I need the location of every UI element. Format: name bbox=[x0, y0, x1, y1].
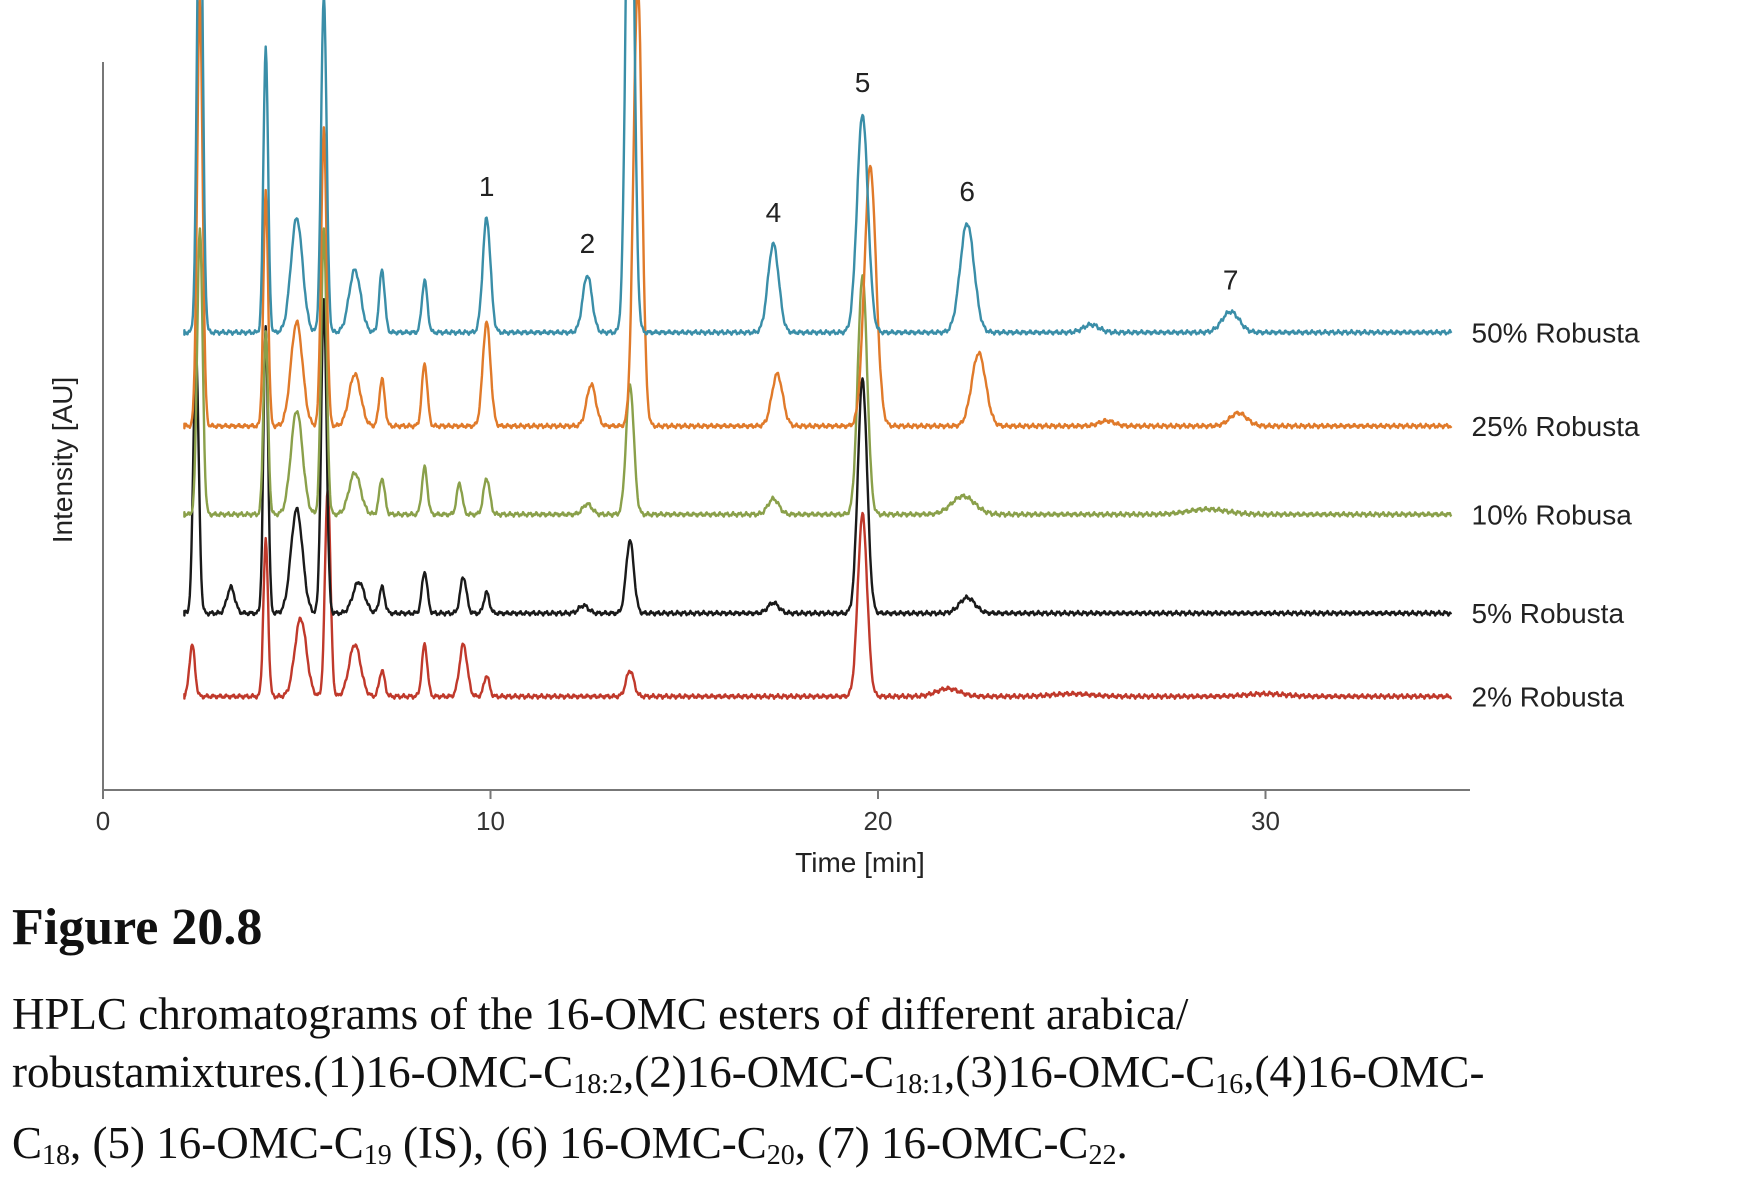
caption-subscript: 16 bbox=[1215, 1069, 1244, 1100]
caption-text: , (5) 16-OMC-C bbox=[70, 1118, 364, 1168]
caption-text: C bbox=[12, 1118, 43, 1168]
caption-subscript: 19 bbox=[363, 1140, 392, 1171]
trace-25-robusta bbox=[183, 0, 1453, 430]
trace-label: 5% Robusta bbox=[1472, 598, 1625, 629]
peak-label: 7 bbox=[1223, 265, 1239, 296]
x-tick-label: 20 bbox=[864, 806, 893, 836]
caption-text: (IS), (6) 16-OMC-C bbox=[391, 1118, 767, 1168]
trace-10-robusa bbox=[183, 227, 1453, 518]
caption-text: , (7) 16-OMC-C bbox=[794, 1118, 1089, 1168]
caption-text: ,(2)16-OMC-C bbox=[622, 1047, 895, 1097]
y-axis-title: Intensity [AU] bbox=[47, 377, 78, 544]
peak-label: 5 bbox=[855, 67, 871, 98]
chromatogram-traces bbox=[183, 0, 1453, 700]
caption-text: ,(3)16-OMC-C bbox=[943, 1047, 1216, 1097]
caption-text: ,(4)16-OMC- bbox=[1243, 1047, 1485, 1097]
x-tick-label: 10 bbox=[476, 806, 505, 836]
trace-50-robusta bbox=[183, 0, 1453, 336]
x-tick-label: 0 bbox=[96, 806, 110, 836]
peak-labels: 1234567 bbox=[479, 67, 1239, 296]
caption-subscript: 20 bbox=[766, 1140, 795, 1171]
figure-caption: HPLC chromatograms of the 16-OMC esters … bbox=[12, 985, 1752, 1185]
trace-label: 50% Robusta bbox=[1472, 317, 1641, 348]
caption-subscript: 18 bbox=[42, 1140, 71, 1171]
trace-2-robusta bbox=[183, 489, 1453, 700]
caption-text: . bbox=[1116, 1118, 1128, 1168]
caption-text: robustamixtures.(1)16-OMC-C bbox=[12, 1047, 574, 1097]
caption-subscript: 22 bbox=[1088, 1140, 1117, 1171]
trace-5-robusta bbox=[183, 298, 1453, 617]
peak-label: 1 bbox=[479, 171, 495, 202]
trace-label: 10% Robusa bbox=[1472, 499, 1633, 530]
peak-label: 2 bbox=[580, 228, 596, 259]
trace-label: 2% Robusta bbox=[1472, 681, 1625, 712]
caption-subscript: 18:2 bbox=[573, 1069, 623, 1100]
x-axis-ticks: 0 10 20 30 bbox=[96, 790, 1280, 836]
peak-label: 6 bbox=[959, 176, 975, 207]
caption-line-1: HPLC chromatograms of the 16-OMC esters … bbox=[12, 989, 1189, 1039]
trace-label: 25% Robusta bbox=[1472, 411, 1641, 442]
caption-subscript: 18:1 bbox=[894, 1069, 944, 1100]
chromatogram-chart: 0 10 20 30 Time [min] Intensity [AU] 50% Ro… bbox=[47, 0, 1641, 878]
x-axis-title: Time [min] bbox=[795, 847, 925, 878]
trace-labels: 50% Robusta 25% Robusta 10% Robusa 5% Robus… bbox=[1472, 317, 1641, 712]
figure-label: Figure 20.8 bbox=[12, 899, 263, 956]
peak-label: 4 bbox=[766, 197, 782, 228]
x-tick-label: 30 bbox=[1251, 806, 1280, 836]
